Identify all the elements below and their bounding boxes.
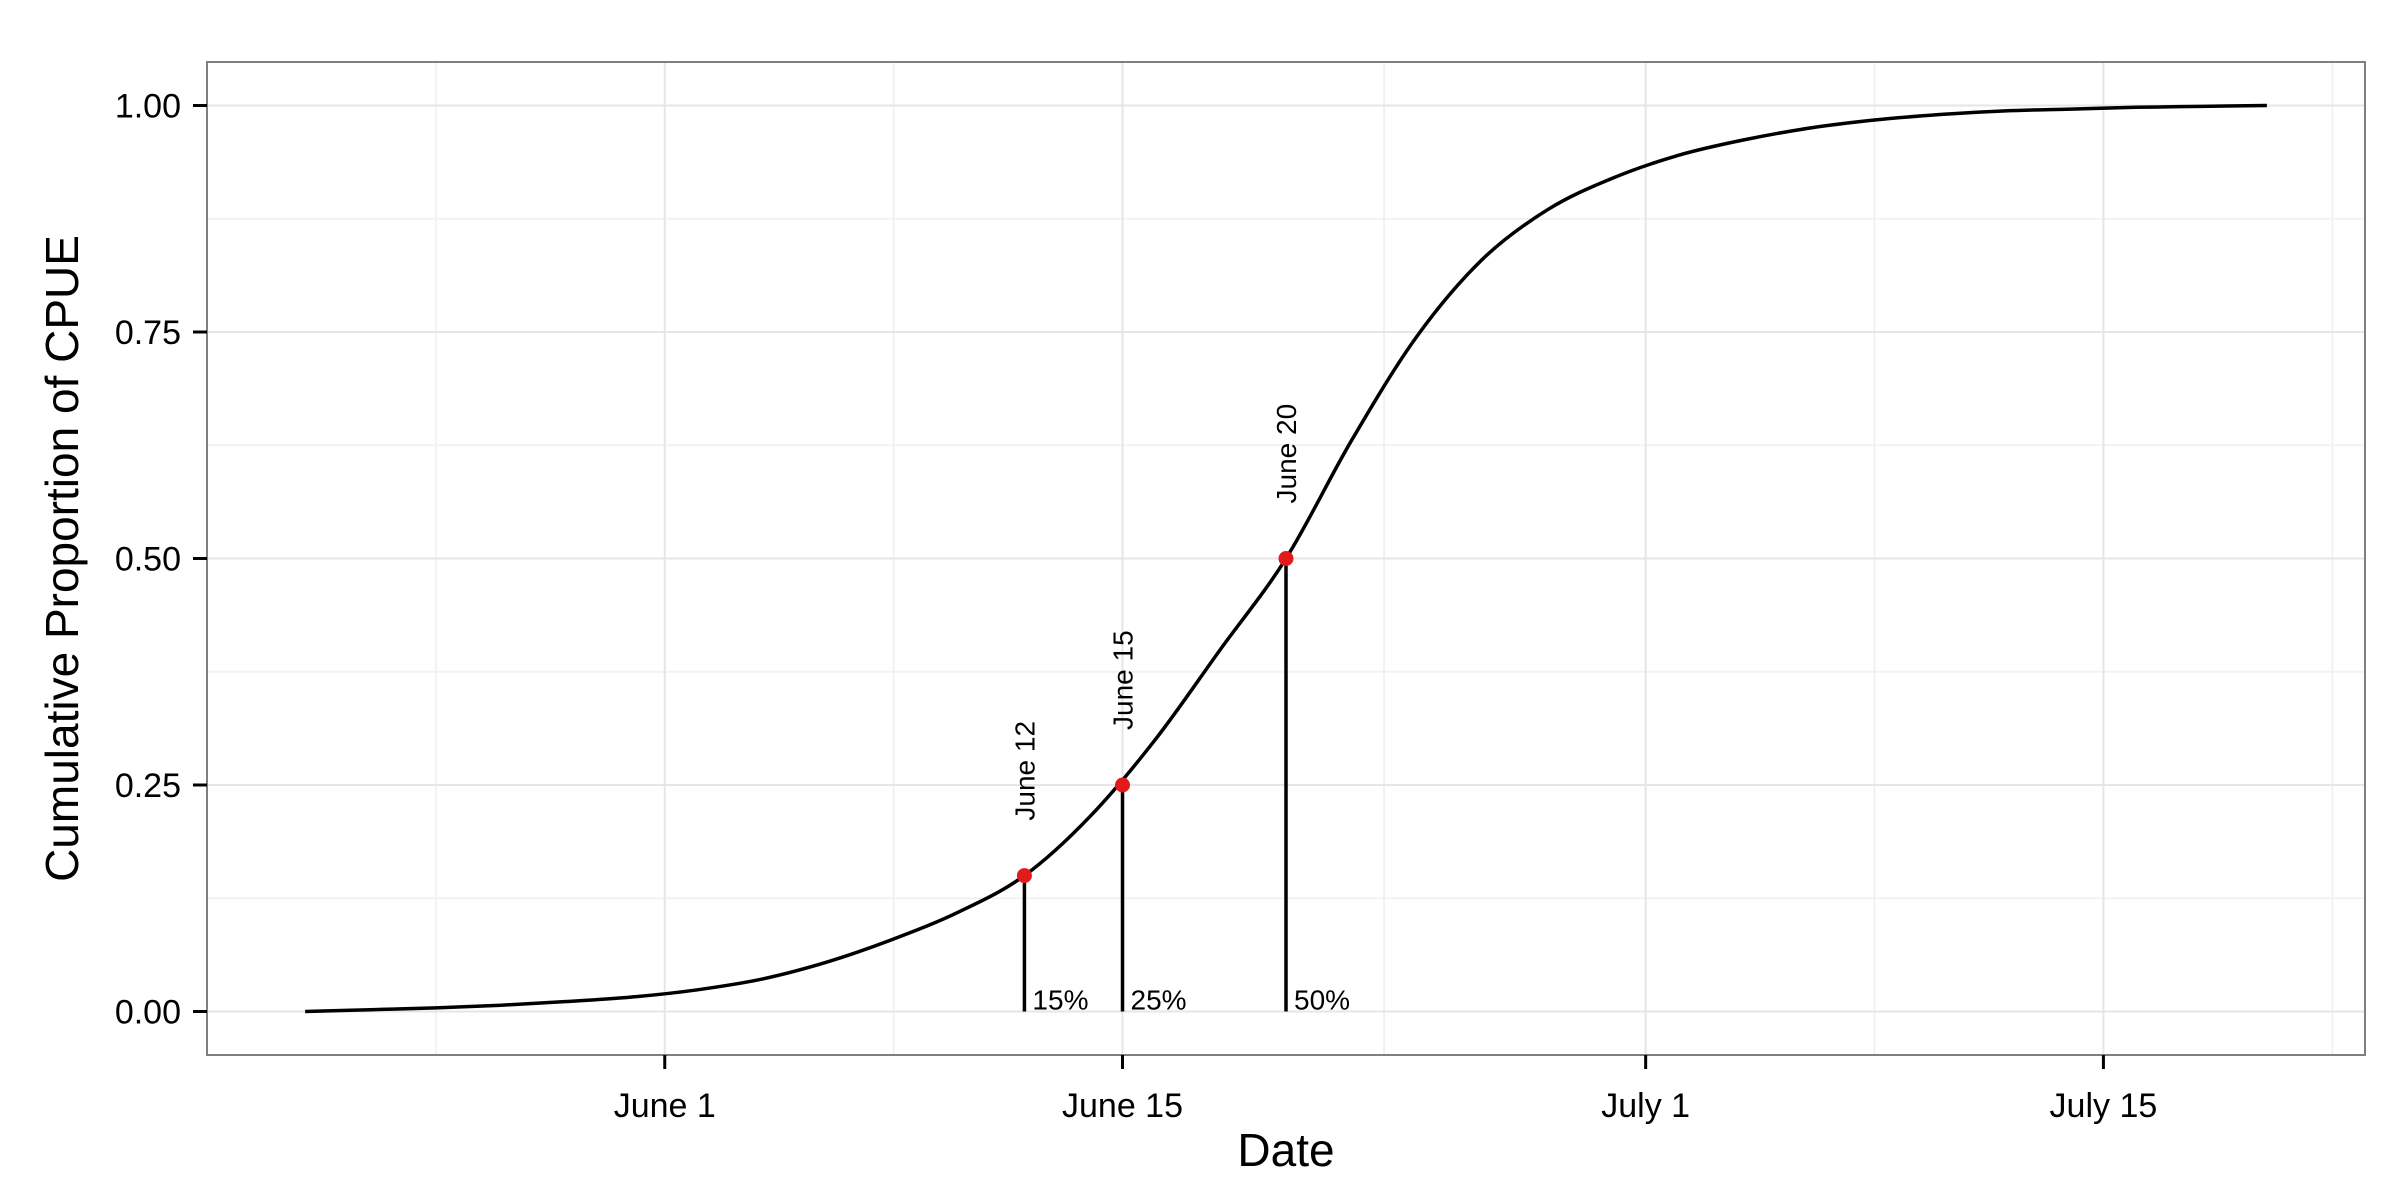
x-tick-label: June 15 bbox=[1062, 1087, 1183, 1125]
percent-label: 25% bbox=[1131, 985, 1187, 1016]
date-label: June 15 bbox=[1108, 630, 1139, 730]
x-tick-label: June 1 bbox=[614, 1087, 716, 1125]
y-tick-label: 0.00 bbox=[115, 994, 181, 1032]
x-axis-title: Date bbox=[1237, 1124, 1334, 1176]
y-axis-title: Cumulative Proportion of CPUE bbox=[36, 235, 88, 882]
date-label: June 12 bbox=[1009, 721, 1040, 821]
chart-axes: June 1 June 15 July 1 July 15 0.00 0.25 0.50 0.… bbox=[115, 87, 2157, 1125]
y-tick-label: 0.25 bbox=[115, 767, 181, 805]
chart-marks: 15% June 12 25% June 15 50% June 20 bbox=[305, 103, 2267, 1016]
x-tick-label: July 15 bbox=[2050, 1087, 2158, 1125]
y-tick-label: 0.75 bbox=[115, 314, 181, 352]
marker-point bbox=[1278, 551, 1294, 566]
percent-label: 50% bbox=[1294, 985, 1350, 1016]
x-tick-label: July 1 bbox=[1601, 1087, 1690, 1125]
date-label: June 20 bbox=[1271, 404, 1302, 504]
y-tick-label: 0.50 bbox=[115, 541, 181, 579]
percent-label: 15% bbox=[1032, 985, 1088, 1016]
y-tick-label: 1.00 bbox=[115, 87, 181, 125]
marker-point bbox=[1016, 868, 1032, 884]
marker-point bbox=[1115, 777, 1131, 793]
